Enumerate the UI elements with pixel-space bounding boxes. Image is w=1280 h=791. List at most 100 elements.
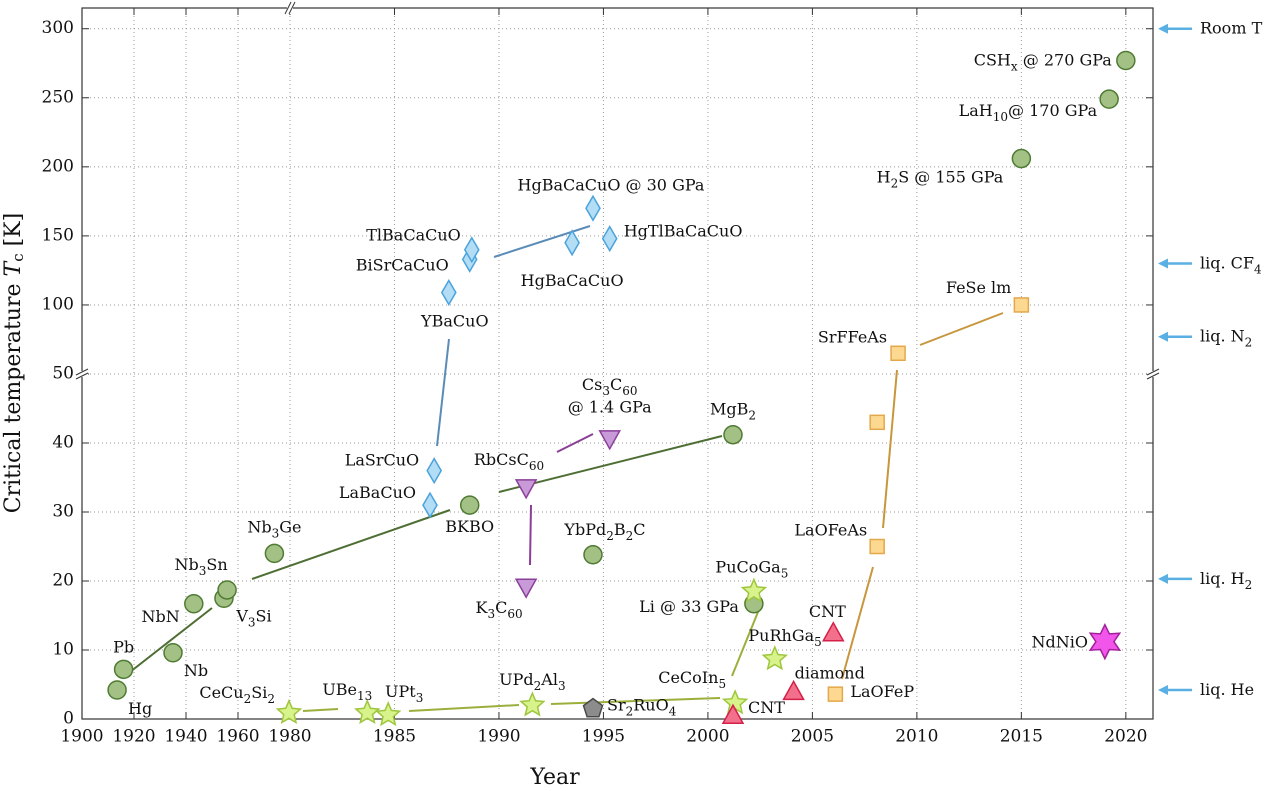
trend-line <box>493 225 591 258</box>
y-tick-label: 10 <box>52 640 74 660</box>
data-point <box>598 430 621 451</box>
point-label: LaH10@ 170 GPa <box>959 101 1098 124</box>
label-part: PuCoGa <box>715 557 781 576</box>
point-label: UBe13 <box>322 679 372 702</box>
point-label: BKBO <box>445 517 494 536</box>
axis-break <box>75 372 89 380</box>
point-label: HgBaCaCuO @ 30 GPa <box>518 175 705 194</box>
point-label: Nb3Ge <box>247 517 301 540</box>
data-point <box>585 194 601 222</box>
data-point <box>582 697 604 718</box>
label-part: C <box>610 374 622 393</box>
y-tick-label: 20 <box>52 571 74 591</box>
data-point <box>422 491 438 519</box>
axis-break <box>1146 372 1160 380</box>
label-part: LaBaCuO <box>339 483 416 502</box>
point-label: NbN <box>142 606 180 625</box>
reference-arrowhead <box>1158 331 1168 342</box>
label-part: 3 <box>416 690 424 704</box>
x-tick-label: 1900 <box>60 727 103 747</box>
label-part: Pb <box>113 637 134 656</box>
trend-line <box>556 433 594 453</box>
label-part: 4 <box>1254 262 1262 276</box>
label-part: c <box>9 253 27 261</box>
label-part: T <box>1 259 26 276</box>
data-point <box>890 345 906 362</box>
trend-line <box>302 708 339 712</box>
axis-break <box>1147 371 1159 377</box>
data-point <box>514 479 538 500</box>
label-part: H <box>877 167 891 186</box>
label-part: liq. H <box>1200 568 1245 587</box>
label-part: B <box>614 519 626 538</box>
label-part: PuRhGa <box>748 625 814 644</box>
x-tick-label: 2005 <box>791 727 834 747</box>
point-label: CNT <box>748 698 785 717</box>
reference-arrowhead <box>1158 23 1168 34</box>
label-part: 2 <box>891 176 899 190</box>
data-point <box>107 680 127 700</box>
point-label: K3C60 <box>476 598 523 621</box>
trend-line <box>251 509 451 580</box>
label-part: Al <box>540 670 558 689</box>
label-part: 3 <box>272 526 280 540</box>
label-part: CNT <box>748 698 785 717</box>
data-point <box>869 414 885 431</box>
label-part: Si <box>256 606 272 625</box>
data-point <box>1116 50 1136 71</box>
label-part: BiSrCaCuO <box>356 255 449 274</box>
label-part: Nb <box>247 517 271 536</box>
label-part: liq. N <box>1200 326 1245 345</box>
label-part: NdNiO <box>1031 632 1087 651</box>
data-point <box>1099 89 1119 109</box>
y-tick-label: 40 <box>52 433 74 453</box>
trend-line <box>408 704 520 712</box>
x-tick-label: 1995 <box>582 727 625 747</box>
label-part: @ 270 GPa <box>1018 50 1113 69</box>
label-part: NbN <box>142 606 180 625</box>
point-label: BiSrCaCuO <box>356 255 449 274</box>
label-part: TlBaCaCuO <box>366 225 461 244</box>
label-part: BKBO <box>445 517 494 536</box>
point-label: liq. He <box>1200 680 1254 699</box>
axis-break <box>1146 368 1160 376</box>
x-tick-label: 1940 <box>164 727 207 747</box>
data-point <box>721 703 745 724</box>
label-part: K <box>476 598 489 617</box>
label-part: 2 <box>626 528 634 542</box>
point-label: Nb <box>184 660 208 679</box>
point-label: liq. N2 <box>1200 326 1252 349</box>
trend-line <box>436 338 450 447</box>
label-part: RuO <box>633 695 668 714</box>
label-part: 5 <box>718 677 726 691</box>
label-part: @ 170 GPa <box>1008 101 1098 120</box>
y-tick-label: 0 <box>63 709 74 729</box>
trend-line <box>529 504 532 566</box>
axis-break <box>287 2 293 14</box>
point-label: V3Si <box>235 606 271 629</box>
point-label: YbPd2B2C <box>563 519 645 542</box>
y-tick-label: 30 <box>52 502 74 522</box>
y-tick-label: 150 <box>42 225 74 245</box>
point-label: Li @ 33 GPa <box>639 596 739 615</box>
label-part: 10 <box>993 110 1008 124</box>
label-part: Nb <box>184 660 208 679</box>
label-part: LaOFeAs <box>794 520 867 539</box>
trend-line <box>550 697 721 705</box>
label-part: RbCsC <box>474 449 529 468</box>
label-part: liq. CF <box>1200 253 1254 272</box>
label-part: CNT <box>809 601 846 620</box>
axis-break <box>75 368 89 376</box>
y-tick-label: 100 <box>42 294 74 314</box>
data-point <box>1011 148 1032 169</box>
plot-frame <box>81 7 1154 720</box>
data-point <box>374 700 402 727</box>
label-part: YBaCuO <box>420 311 489 330</box>
trend-line <box>129 607 213 673</box>
label-part: MgB <box>710 399 748 418</box>
y-tick-label: 300 <box>42 18 74 38</box>
point-label: Cs3C60 <box>582 374 638 397</box>
label-part: x <box>1011 59 1018 73</box>
label-part: Si <box>251 682 267 701</box>
